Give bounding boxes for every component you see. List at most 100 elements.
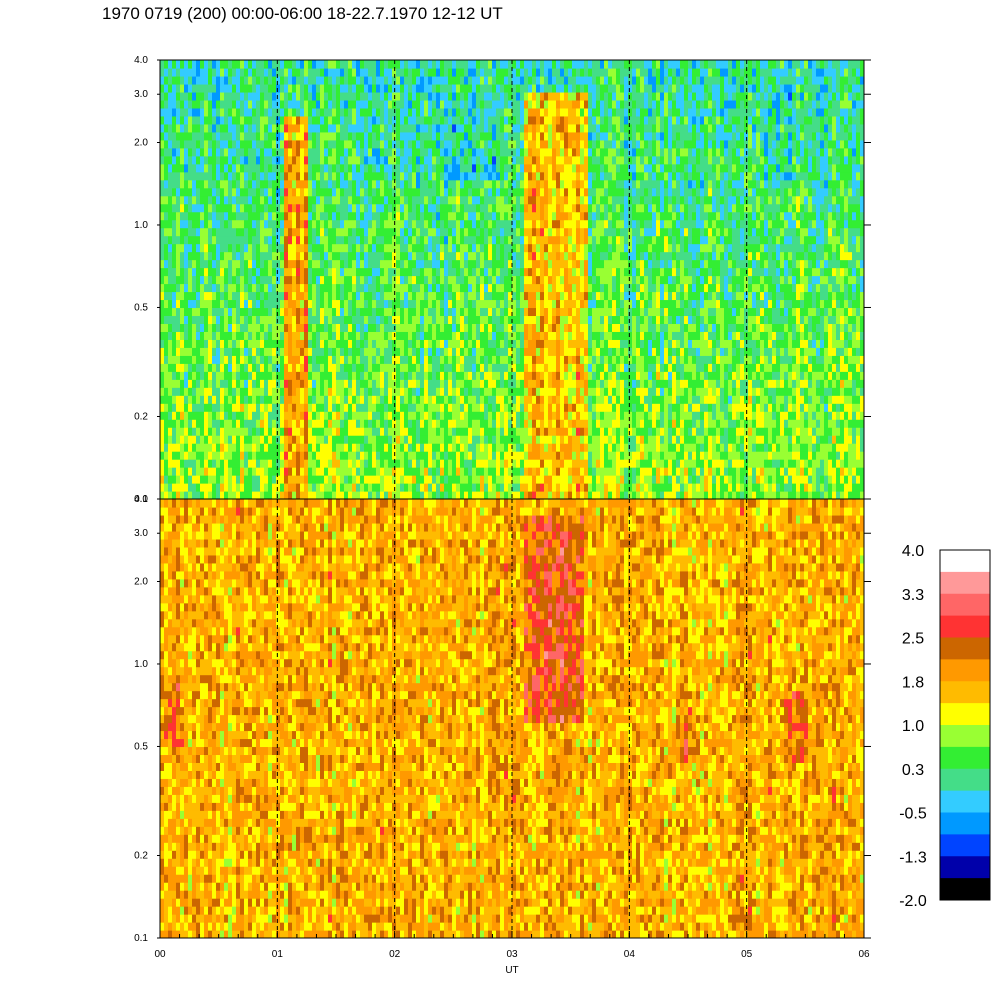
- heatmap-cell: [344, 379, 349, 388]
- heatmap-cell: [404, 83, 409, 93]
- heatmap-cell: [312, 491, 317, 499]
- heatmap-cell: [456, 179, 461, 189]
- heatmap-cell: [300, 139, 305, 149]
- heatmap-cell: [388, 251, 393, 261]
- heatmap-cell: [336, 203, 341, 213]
- heatmap-cell: [408, 123, 413, 133]
- heatmap-cell: [400, 179, 405, 189]
- heatmap-cell: [260, 395, 265, 404]
- heatmap-cell: [380, 107, 385, 117]
- heatmap-cell: [520, 435, 525, 444]
- heatmap-cell: [348, 83, 353, 93]
- heatmap-cell: [460, 419, 465, 428]
- heatmap-cell: [296, 99, 301, 109]
- heatmap-cell: [256, 403, 261, 412]
- heatmap-cell: [240, 187, 245, 197]
- heatmap-cell: [412, 251, 417, 261]
- heatmap-cell: [260, 107, 265, 117]
- heatmap-cell: [508, 195, 513, 205]
- heatmap-cell: [360, 147, 365, 157]
- heatmap-cell: [244, 219, 249, 229]
- heatmap-cell: [280, 283, 285, 293]
- heatmap-cell: [476, 491, 481, 499]
- heatmap-cell: [488, 60, 493, 69]
- heatmap-cell: [460, 395, 465, 404]
- heatmap-cell: [200, 427, 205, 436]
- heatmap-cell: [292, 211, 297, 221]
- heatmap-cell: [336, 443, 341, 452]
- heatmap-cell: [472, 283, 477, 293]
- heatmap-cell: [164, 331, 169, 340]
- heatmap-cell: [452, 323, 457, 332]
- heatmap-cell: [272, 387, 277, 396]
- heatmap-cell: [252, 451, 257, 460]
- heatmap-cell: [468, 427, 473, 436]
- heatmap-cell: [464, 251, 469, 261]
- heatmap-cell: [276, 451, 281, 460]
- heatmap-cell: [444, 427, 449, 436]
- heatmap-cell: [308, 163, 313, 173]
- heatmap-cell: [200, 371, 205, 380]
- heatmap-cell: [392, 171, 397, 181]
- heatmap-cell: [260, 355, 265, 364]
- heatmap-cell: [164, 363, 169, 372]
- heatmap-cell: [188, 267, 193, 277]
- heatmap-cell: [208, 435, 213, 444]
- heatmap-cell: [184, 283, 189, 293]
- heatmap-cell: [188, 315, 193, 324]
- heatmap-cell: [360, 355, 365, 364]
- heatmap-cell: [380, 267, 385, 277]
- heatmap-cell: [476, 323, 481, 332]
- heatmap-cell: [268, 67, 273, 77]
- heatmap-cell: [416, 123, 421, 133]
- heatmap-cell: [428, 419, 433, 428]
- heatmap-cell: [400, 339, 405, 348]
- heatmap-cell: [256, 195, 261, 205]
- heatmap-cell: [224, 243, 229, 253]
- heatmap-cell: [268, 427, 273, 436]
- heatmap-cell: [372, 435, 377, 444]
- heatmap-cell: [380, 315, 385, 324]
- heatmap-cell: [404, 355, 409, 364]
- heatmap-cell: [304, 371, 309, 380]
- heatmap-cell: [488, 339, 493, 348]
- heatmap-cell: [492, 83, 497, 93]
- heatmap-cell: [296, 187, 301, 197]
- heatmap-cell: [188, 155, 193, 165]
- heatmap-cell: [228, 147, 233, 157]
- heatmap-cell: [232, 211, 237, 221]
- heatmap-cell: [492, 491, 497, 499]
- heatmap-cell: [360, 99, 365, 109]
- heatmap-cell: [256, 411, 261, 420]
- heatmap-cell: [304, 315, 309, 324]
- heatmap-cell: [292, 371, 297, 380]
- heatmap-cell: [292, 491, 297, 499]
- heatmap-cell: [228, 195, 233, 205]
- heatmap-cell: [360, 91, 365, 101]
- heatmap-cell: [340, 163, 345, 173]
- heatmap-cell: [292, 227, 297, 237]
- heatmap-cell: [452, 195, 457, 205]
- heatmap-cell: [500, 363, 505, 372]
- heatmap-cell: [380, 483, 385, 492]
- heatmap-cell: [352, 331, 357, 340]
- heatmap-cell: [264, 219, 269, 229]
- heatmap-cell: [448, 179, 453, 189]
- heatmap-cell: [180, 60, 185, 69]
- heatmap-cell: [188, 355, 193, 364]
- heatmap-cell: [456, 259, 461, 269]
- heatmap-cell: [424, 307, 429, 317]
- heatmap-cell: [320, 60, 325, 69]
- heatmap-cell: [232, 283, 237, 293]
- heatmap-cell: [460, 219, 465, 229]
- heatmap-cell: [172, 451, 177, 460]
- heatmap-cell: [224, 155, 229, 165]
- heatmap-cell: [236, 291, 241, 301]
- heatmap-cell: [256, 419, 261, 428]
- heatmap-cell: [432, 235, 437, 245]
- heatmap-cell: [484, 243, 489, 253]
- heatmap-cell: [304, 107, 309, 117]
- heatmap-cell: [408, 419, 413, 428]
- heatmap-cell: [456, 387, 461, 396]
- heatmap-cell: [508, 139, 513, 149]
